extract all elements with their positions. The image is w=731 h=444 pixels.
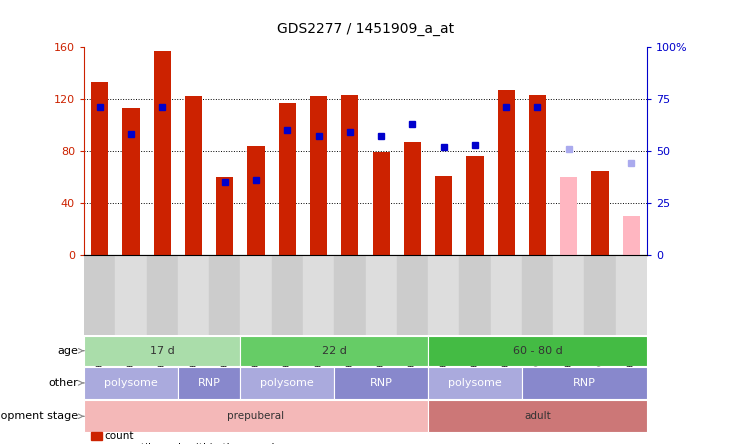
Bar (84, 400, 428, 432)
Bar (591, 170, 609, 255)
Bar (303, 255, 334, 335)
Text: 60 - 80 d: 60 - 80 d (512, 346, 562, 356)
Bar (584, 255, 616, 335)
Bar (522, 367, 647, 399)
Bar (122, 108, 140, 255)
Bar (529, 95, 546, 255)
Bar (84, 255, 115, 335)
Text: polysome: polysome (448, 378, 501, 388)
Bar (178, 255, 209, 335)
Text: development stage: development stage (0, 411, 84, 421)
Bar (428, 367, 522, 399)
Bar (272, 255, 303, 335)
Bar (279, 103, 296, 255)
Bar (334, 367, 428, 399)
Text: count: count (105, 431, 134, 441)
Bar (310, 96, 327, 255)
Bar (498, 90, 515, 255)
Bar (560, 177, 577, 255)
Bar (248, 146, 265, 255)
Text: RNP: RNP (197, 378, 221, 388)
Bar (154, 51, 171, 255)
Bar (623, 216, 640, 255)
Text: RNP: RNP (370, 378, 393, 388)
Bar (209, 255, 240, 335)
Bar (147, 255, 178, 335)
Bar (240, 367, 334, 399)
Bar (435, 176, 452, 255)
Bar (185, 96, 202, 255)
Bar (216, 177, 233, 255)
Bar (459, 255, 491, 335)
Bar (466, 156, 483, 255)
Bar (366, 255, 397, 335)
Bar (240, 255, 272, 335)
Bar (178, 367, 240, 399)
Text: 17 d: 17 d (150, 346, 175, 356)
Text: polysome: polysome (260, 378, 314, 388)
Text: RNP: RNP (573, 378, 596, 388)
Bar (115, 255, 147, 335)
Bar (428, 400, 647, 432)
Text: GDS2277 / 1451909_a_at: GDS2277 / 1451909_a_at (277, 21, 454, 36)
Bar (397, 255, 428, 335)
Bar (240, 336, 428, 366)
Text: adult: adult (524, 411, 551, 421)
Bar (91, 82, 108, 255)
Text: 22 d: 22 d (322, 346, 346, 356)
Bar (84, 336, 240, 366)
Bar (553, 255, 584, 335)
Bar (341, 95, 358, 255)
Bar (84, 367, 178, 399)
Bar (428, 255, 459, 335)
Text: prepuberal: prepuberal (227, 411, 284, 421)
Bar (404, 142, 421, 255)
Text: other: other (49, 378, 84, 388)
Bar (522, 255, 553, 335)
Text: age: age (58, 346, 84, 356)
Bar (491, 255, 522, 335)
Text: polysome: polysome (104, 378, 158, 388)
Bar (428, 336, 647, 366)
Bar (616, 255, 647, 335)
Bar (334, 255, 366, 335)
Bar (373, 152, 390, 255)
